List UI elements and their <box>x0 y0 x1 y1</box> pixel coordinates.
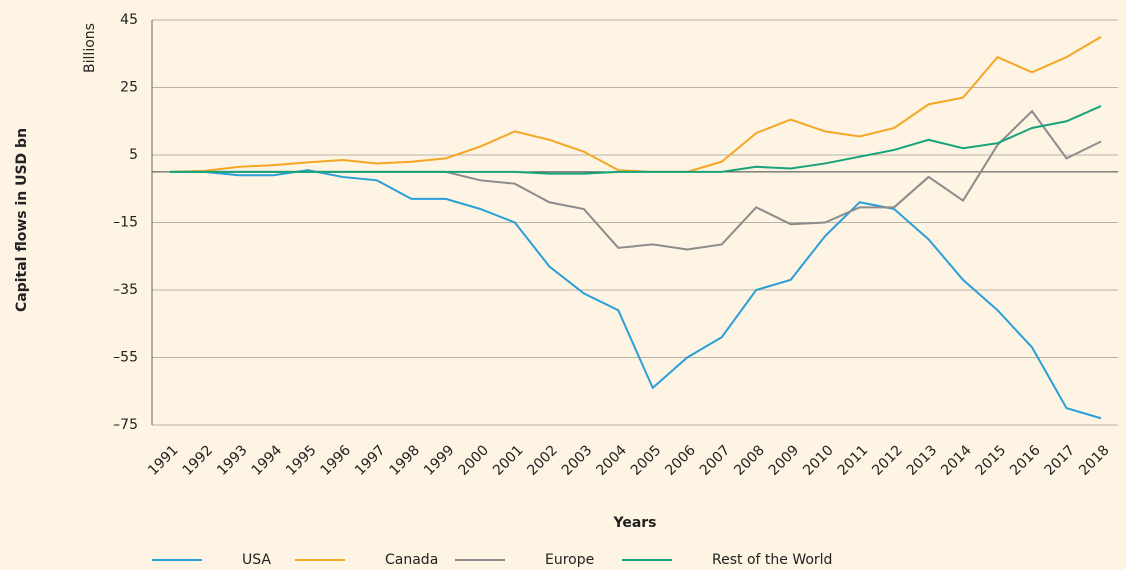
y-tick-label: 45 <box>120 12 138 28</box>
series-line <box>170 169 1102 420</box>
x-tick-label: 2012 <box>869 442 906 479</box>
y-tick-label: –15 <box>113 215 138 231</box>
series-line <box>169 36 1102 173</box>
legend-label: Rest of the World <box>712 552 832 568</box>
x-tick-label: 2005 <box>628 442 665 479</box>
x-tick-label: 2002 <box>524 442 561 479</box>
legend-label: Canada <box>385 552 438 568</box>
x-tick-label: 2018 <box>1076 442 1113 479</box>
x-tick-label: 2014 <box>938 442 975 479</box>
x-tick-label: 2016 <box>1007 442 1044 479</box>
y-tick-label: 5 <box>129 147 138 163</box>
x-tick-label: 1991 <box>145 442 182 479</box>
y-tick-label: –35 <box>113 282 138 298</box>
legend-label: USA <box>242 552 271 568</box>
x-tick-label: 2000 <box>455 442 492 479</box>
x-tick-label: 1993 <box>214 442 251 479</box>
x-tick-label: 2013 <box>904 442 941 479</box>
y-tick-label: 25 <box>120 80 138 96</box>
x-tick-label: 1998 <box>387 442 424 479</box>
y-axis-title: Capital flows in USD bn <box>14 128 30 312</box>
x-tick-label: 1994 <box>249 442 286 479</box>
x-tick-label: 2003 <box>559 442 596 479</box>
x-axis-title: Years <box>612 515 656 531</box>
x-tick-label: 2009 <box>766 442 803 479</box>
x-tick-label: 1999 <box>421 442 458 479</box>
series-line <box>170 109 1102 251</box>
x-tick-label: 2011 <box>835 442 872 479</box>
x-tick-label: 2015 <box>973 442 1010 479</box>
x-tick-label: 2008 <box>731 442 768 479</box>
legend-label: Europe <box>545 552 594 568</box>
series-line <box>170 105 1102 175</box>
x-tick-label: 2001 <box>490 442 527 479</box>
x-tick-label: 2010 <box>800 442 837 479</box>
x-tick-label: 1992 <box>180 442 217 479</box>
x-tick-label: 2004 <box>593 442 630 479</box>
x-tick-label: 1996 <box>318 442 355 479</box>
x-tick-label: 1997 <box>352 442 389 479</box>
x-tick-label: 2007 <box>697 442 734 479</box>
x-tick-label: 2017 <box>1042 442 1079 479</box>
x-tick-label: 1995 <box>283 442 320 479</box>
y-tick-label: –55 <box>113 350 138 366</box>
x-tick-label: 2006 <box>662 442 699 479</box>
y-unit: Billions <box>82 23 98 73</box>
y-tick-label: –75 <box>113 417 138 433</box>
